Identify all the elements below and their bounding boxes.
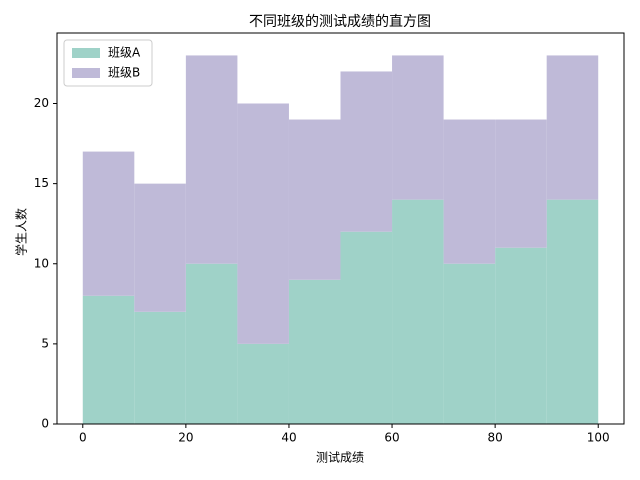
bar bbox=[134, 183, 186, 312]
bar bbox=[185, 55, 238, 264]
plot-frame bbox=[56, 32, 625, 425]
y-tick-label: 5 bbox=[41, 336, 49, 350]
bar bbox=[495, 247, 547, 424]
x-tick-label: 60 bbox=[384, 431, 399, 445]
x-tick-label: 40 bbox=[281, 431, 296, 445]
bar bbox=[237, 343, 289, 424]
y-axis-label: 学生人数 bbox=[14, 208, 29, 256]
bar bbox=[495, 119, 547, 248]
x-tick-label: 100 bbox=[587, 431, 610, 445]
x-tick-label: 20 bbox=[178, 431, 193, 445]
bar bbox=[82, 151, 135, 296]
legend-swatch bbox=[72, 48, 100, 58]
bar bbox=[443, 119, 496, 264]
bar bbox=[392, 199, 444, 424]
legend-label: 班级B bbox=[108, 66, 140, 80]
bar bbox=[546, 199, 599, 424]
bar bbox=[288, 119, 341, 280]
x-tick-label: 0 bbox=[79, 431, 87, 445]
legend-swatch bbox=[72, 68, 100, 78]
bar bbox=[237, 103, 289, 344]
y-tick-label: 15 bbox=[34, 176, 49, 190]
x-tick-label: 80 bbox=[487, 431, 502, 445]
y-tick-label: 20 bbox=[34, 96, 49, 110]
bar bbox=[288, 279, 341, 424]
bar bbox=[134, 311, 186, 424]
bar bbox=[340, 71, 393, 232]
bar bbox=[185, 263, 238, 424]
y-tick-label: 0 bbox=[41, 417, 49, 431]
bar bbox=[82, 295, 135, 424]
bar bbox=[546, 55, 599, 200]
y-tick-label: 10 bbox=[34, 256, 49, 270]
bar bbox=[443, 263, 496, 424]
chart-title: 不同班级的测试成绩的直方图 bbox=[249, 13, 431, 30]
bar bbox=[340, 231, 393, 424]
legend-label: 班级A bbox=[108, 46, 141, 60]
x-axis-label: 测试成绩 bbox=[316, 450, 364, 465]
bar bbox=[392, 55, 444, 200]
